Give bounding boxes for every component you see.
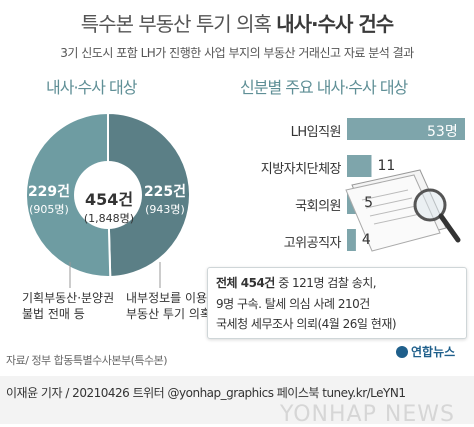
pie-center-total: 454건 (84, 190, 134, 209)
bar-value-label: 4 (361, 232, 371, 248)
pie-category-left: 기획부동산·분양권 불법 전매 등 (22, 290, 114, 322)
pie-center-label: 454건 (1,848명) (79, 186, 139, 226)
title-part1: 특수본 부동산 투기 의혹 (80, 12, 272, 36)
page-title: 특수본 부동산 투기 의혹 내사·수사 건수 (0, 8, 474, 37)
document-magnifier-icon (345, 169, 461, 252)
bar-value-label: 5 (364, 195, 374, 211)
pie-slice-insider-info (107, 111, 192, 278)
pie-category-left-line2: 불법 전매 등 (22, 307, 85, 321)
bar-category-label: 지방자치단체장 (260, 162, 342, 177)
bar-value-label: 11 (377, 158, 396, 174)
slice-right-cases: 225건 (143, 184, 187, 200)
slice-left-cases: 229건 (27, 184, 71, 200)
logo-text: 연합뉴스 (411, 345, 456, 359)
bar-value-label: 53명 (427, 124, 458, 140)
note-line2: 9명 구속. 탈세 의심 사례 210건 (216, 297, 370, 311)
watermark: YONHAP NEWS (280, 402, 455, 427)
subtitle: 3기 신도시 포함 LH가 진행한 사업 부지의 부동산 거래신고 자료 분석 … (60, 46, 414, 60)
bar-category-label: LH임직원 (290, 125, 342, 140)
title-part2: 내사·수사 건수 (276, 12, 394, 36)
credit-line: 이재윤 기자 / 20210426 트위터 @yonhap_graphics 페… (6, 386, 406, 400)
note-total: 전체 454건 (216, 276, 275, 290)
pie-slice-illegal-resale (25, 111, 112, 278)
note-line1-rest: 중 121명 검찰 송치, (278, 276, 377, 290)
pie-center-people: (1,848명) (83, 212, 135, 225)
note-line1: 전체 454건 중 121명 검찰 송치, (216, 274, 377, 291)
pie-slice-label-right: 225건 (943명) (140, 181, 190, 217)
pie-center-hole (74, 161, 142, 229)
slice-right-people: (943명) (145, 203, 185, 216)
pie-section-title: 내사·수사 대상 (46, 78, 137, 97)
bar-3 (347, 229, 356, 251)
bar-category-label: 고위공직자 (283, 236, 342, 251)
source-note: 자료/ 정부 합동특별수사본부(특수본) (6, 354, 168, 367)
bar-category-label: 국회의원 (295, 199, 341, 214)
bar-1 (347, 155, 372, 177)
pie-category-right-line1: 내부정보를 이용한 (126, 291, 219, 305)
note-line3: 국세청 세무조사 의뢰(4월 26일 현재) (216, 317, 397, 331)
pie-slice-label-left: 229건 (905명) (24, 181, 74, 217)
logo-mark-icon (396, 346, 408, 358)
summary-note: 전체 454건 중 121명 검찰 송치, 9명 구속. 탈세 의심 사례 21… (207, 267, 467, 339)
bar-section-title: 신분별 주요 내사·수사 대상 (240, 78, 408, 97)
pie-chart (25, 111, 192, 278)
pie-category-left-line1: 기획부동산·분양권 (22, 291, 115, 305)
footer-bar (0, 376, 474, 424)
yonhap-logo: 연합뉴스 (396, 343, 455, 360)
slice-left-people: (905명) (29, 203, 69, 216)
bar-0 (347, 118, 465, 140)
